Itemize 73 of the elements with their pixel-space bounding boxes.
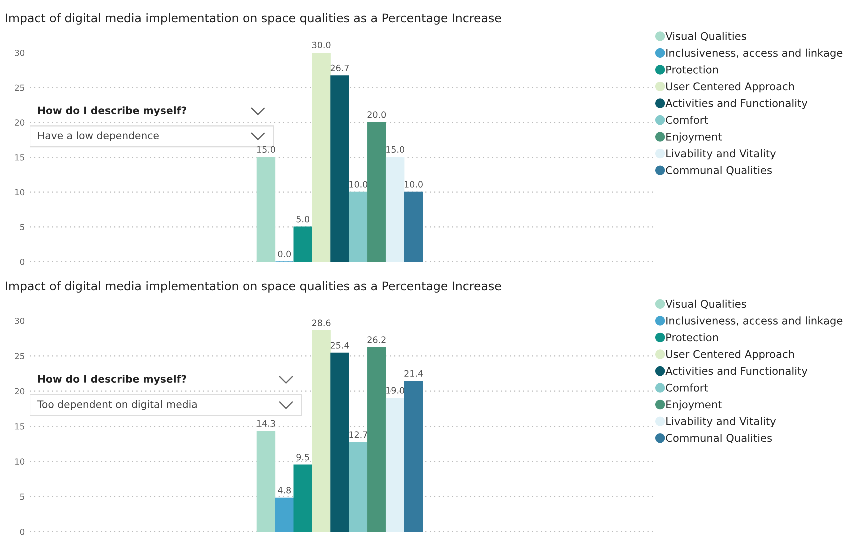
y-tick-label: 15 — [15, 424, 24, 430]
legend-label: Livability and Vitality — [666, 417, 776, 428]
chart-title: Impact of digital media implementation on space qualities as a Percentage Increase — [6, 281, 502, 293]
legend-label: Activities and Functionality — [666, 99, 808, 110]
legend-label: Visual Qualities — [666, 32, 746, 42]
bar — [349, 442, 368, 532]
data-label: 21.4 — [404, 370, 424, 377]
bar — [404, 381, 424, 532]
data-label: 9.5 — [296, 454, 310, 461]
data-label: 5.0 — [296, 216, 310, 223]
y-tick-label: 10 — [15, 458, 25, 465]
data-label: 4.8 — [278, 487, 292, 494]
y-tick-label: 25 — [15, 84, 24, 92]
y-tick-label: 5 — [20, 224, 24, 230]
legend-label: Livability and Vitality — [666, 149, 776, 160]
y-tick-label: 10 — [15, 189, 25, 196]
data-label: 20.0 — [368, 112, 386, 118]
annotation: How do I describe myself? — [38, 106, 186, 116]
legend-label: Inclusiveness, access and linkage — [666, 48, 843, 60]
data-label: 19.0 — [386, 387, 404, 394]
data-label: 26.7 — [330, 64, 349, 72]
bar — [294, 464, 312, 532]
annotation: Have a low dependence — [38, 132, 159, 142]
bar — [386, 398, 405, 532]
data-label: 10.0 — [405, 181, 423, 188]
data-label: 15.0 — [386, 146, 404, 154]
annotation: How do I describe myself? — [38, 375, 186, 386]
y-tick-label: 0 — [20, 258, 25, 266]
legend-label: Activities and Functionality — [666, 366, 808, 378]
data-label: 10.0 — [350, 181, 368, 188]
bar — [330, 76, 350, 262]
legend-label: Comfort — [666, 116, 708, 124]
bar — [386, 157, 405, 262]
y-tick-label: 30 — [15, 318, 25, 324]
bar — [404, 192, 424, 262]
data-label: 15.0 — [257, 146, 276, 154]
y-tick-label: 20 — [15, 120, 25, 126]
chart-title: Impact of digital media implementation on space qualities as a Percentage Increase — [6, 13, 502, 25]
y-tick-label: 5 — [20, 494, 24, 500]
bar — [312, 53, 331, 262]
bar — [368, 122, 386, 262]
y-tick-label: 20 — [15, 388, 25, 395]
data-label: 12.7 — [350, 432, 368, 438]
legend-label: Protection — [666, 66, 718, 74]
data-label: 30.0 — [312, 42, 331, 49]
legend-label: Communal Qualities — [666, 166, 772, 176]
legend-label: Visual Qualities — [666, 300, 746, 310]
legend-label: Comfort — [666, 384, 708, 392]
legend-label: Communal Qualities — [666, 434, 772, 444]
data-label: 25.4 — [330, 342, 350, 349]
bar — [256, 157, 276, 262]
data-label: 0.0 — [278, 250, 292, 258]
bar — [368, 347, 386, 532]
data-label: 26.2 — [368, 336, 386, 344]
bar — [275, 498, 294, 532]
annotation: Too dependent on digital media — [37, 400, 197, 410]
bar — [294, 226, 312, 262]
bar — [256, 431, 276, 532]
legend-label: Enjoyment — [666, 132, 722, 143]
legend-label: User Centered Approach — [666, 350, 794, 360]
bar — [330, 352, 350, 532]
y-tick-label: 30 — [15, 50, 25, 56]
legend-label: Enjoyment — [666, 400, 722, 411]
bar — [312, 330, 331, 532]
y-tick-label: 25 — [15, 353, 24, 360]
legend-label: Inclusiveness, access and linkage — [666, 316, 843, 327]
data-label: 14.3 — [257, 420, 276, 427]
legend-label: User Centered Approach — [666, 82, 794, 93]
legend-label: Protection — [666, 333, 718, 342]
bar — [349, 192, 368, 262]
y-tick-label: 15 — [15, 154, 24, 161]
y-tick-label: 0 — [20, 528, 25, 535]
data-label: 28.6 — [312, 320, 331, 326]
